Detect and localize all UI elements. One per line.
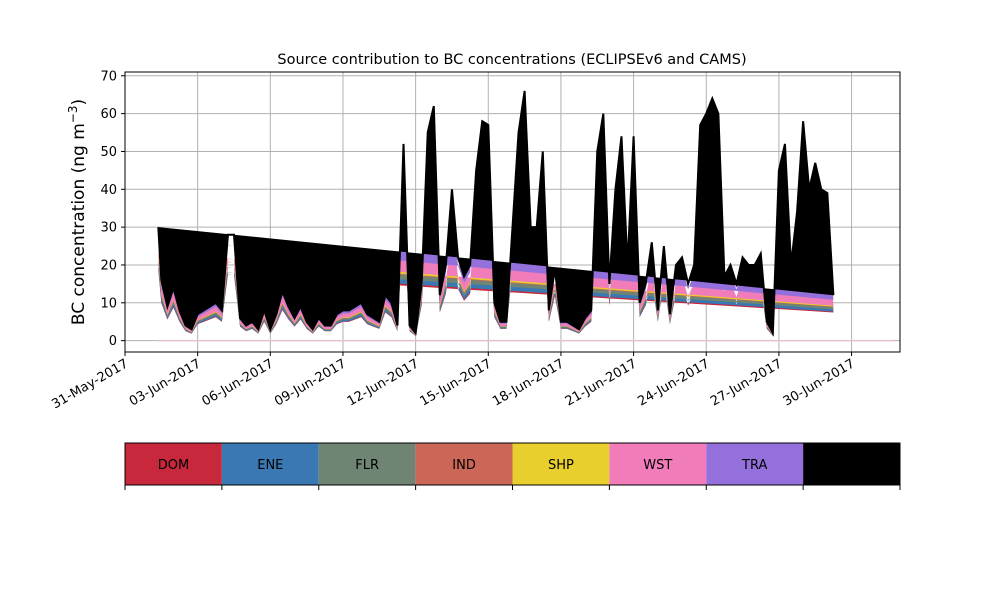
y-axis-label-exponent: −3 — [66, 105, 80, 123]
total-line — [157, 90, 835, 337]
y-axis-label: BC concentration (ng m−3) — [66, 99, 89, 325]
x-tick-label: 15-Jun-2017 — [417, 356, 494, 409]
x-tick-label: 18-Jun-2017 — [490, 356, 567, 409]
legend-label-dom: DOM — [158, 458, 189, 473]
legend-swatch-dom — [125, 443, 222, 485]
y-axis-label-main: BC concentration (ng m — [69, 123, 89, 325]
y-tick-label: 0 — [109, 334, 117, 349]
chart-title: Source contribution to BC concentrations… — [277, 52, 746, 68]
x-axis-ticks: 31-May-201703-Jun-201706-Jun-201709-Jun-… — [49, 352, 858, 412]
x-tick-label: 09-Jun-2017 — [272, 356, 349, 409]
x-tick-label: 31-May-2017 — [49, 356, 131, 412]
legend-swatch-ind — [415, 443, 513, 485]
legend-colorbar: DOM ENE FLR IND SHP WST TRA BB — [124, 442, 901, 490]
legend-label-tra: TRA — [741, 458, 767, 473]
plot-frame — [124, 71, 901, 353]
y-tick-label: 10 — [100, 296, 117, 311]
x-tick-label: 21-Jun-2017 — [563, 356, 640, 409]
legend-frame — [124, 442, 901, 486]
x-tick-label: 03-Jun-2017 — [127, 356, 204, 409]
legend-label-flr: FLR — [355, 458, 379, 473]
legend-swatch-shp — [512, 443, 610, 485]
x-tick-label: 27-Jun-2017 — [708, 356, 785, 409]
x-tick-label: 12-Jun-2017 — [345, 356, 422, 409]
y-tick-label: 40 — [100, 183, 117, 198]
legend-swatch-tra — [706, 443, 804, 485]
y-axis-ticks: 0 10 20 30 40 50 60 70 — [100, 69, 125, 349]
legend-swatch-ene — [221, 443, 319, 485]
y-tick-label: 20 — [100, 258, 117, 273]
y-tick-label: 30 — [100, 221, 117, 236]
legend-label-bb: BB — [843, 458, 861, 473]
legend-swatch-flr — [318, 443, 416, 485]
y-axis-label-close: ) — [69, 99, 89, 106]
plot-area: 0 10 20 30 40 50 60 70 31-May-201703-Jun-201706… — [49, 69, 901, 412]
legend-label-shp: SHP — [548, 458, 574, 473]
x-tick-label: 30-Jun-2017 — [781, 356, 858, 409]
y-tick-label: 70 — [100, 69, 117, 84]
stacked-areas — [158, 90, 834, 336]
y-tick-label: 50 — [100, 145, 117, 160]
legend-label-ind: IND — [452, 458, 476, 473]
x-tick-label: 06-Jun-2017 — [199, 356, 276, 409]
y-tick-label: 60 — [100, 107, 117, 122]
outline-layer — [157, 90, 894, 342]
legend-label-ene: ENE — [257, 458, 283, 473]
legend-label-wst: WST — [643, 458, 672, 473]
area-bb — [158, 90, 834, 334]
legend-swatch-wst — [609, 443, 707, 485]
legend-swatch-bb — [803, 443, 900, 485]
x-tick-label: 24-Jun-2017 — [635, 356, 712, 409]
